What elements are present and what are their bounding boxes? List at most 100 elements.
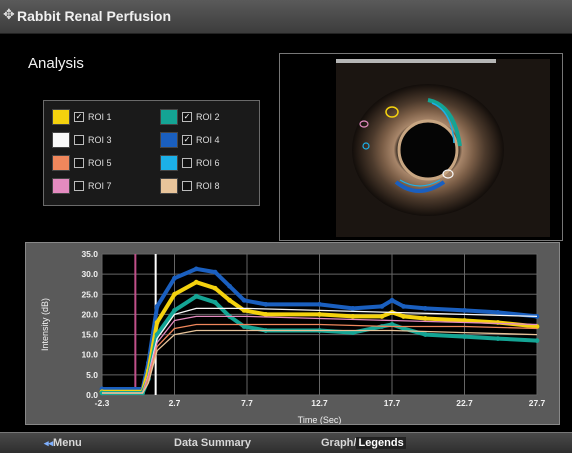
roi-8-checkbox[interactable] [182,181,192,191]
series-point [241,324,247,329]
roi-4-swatch [160,132,178,148]
roi-7-checkbox[interactable] [74,181,84,191]
roi-6-checkbox[interactable] [182,158,192,168]
series-point [154,303,160,309]
roi-item-7[interactable]: ROI 7 [52,178,112,194]
y-tick-label: 25.0 [81,289,98,299]
roi-8-label: ROI 8 [196,181,220,191]
roi-item-6[interactable]: ROI 6 [160,155,220,171]
y-tick-label: 10.0 [81,350,98,360]
roi-6-label: ROI 6 [196,158,220,168]
series-point [263,301,269,307]
roi-5-label: ROI 5 [88,158,112,168]
series-point [172,308,177,313]
title-bar: ✥ Rabbit Renal Perfusion [0,0,572,34]
series-point [422,305,428,311]
series-point [379,303,385,309]
roi-7-label: ROI 7 [88,181,112,191]
series-point [193,293,199,299]
series-point [227,283,233,289]
series-point [401,326,406,331]
series-point [172,291,177,297]
series-point [154,332,160,337]
option-separator: / [353,437,357,449]
roi-item-8[interactable]: ROI 8 [160,178,220,194]
series-point [401,303,406,309]
roi-1-label: ROI 1 [88,112,112,122]
series-point [350,330,356,335]
menu-button[interactable]: ◂◂Menu [44,437,82,449]
series-point [227,297,233,303]
roi-item-5[interactable]: ROI 5 [52,155,112,171]
series-point [422,316,428,321]
window-title: Rabbit Renal Perfusion [17,8,172,24]
graph-legends-toggle[interactable]: Graph/Legends [321,437,406,449]
roi-item-1[interactable]: ✓ ROI 1 [52,109,112,125]
section-title: Analysis [28,55,84,72]
series-line [102,315,538,394]
series-point [317,312,322,317]
x-tick-label: 7.7 [241,398,253,408]
y-tick-label: 5.0 [86,370,98,380]
ultrasound-image-panel [279,53,563,241]
roi-1-swatch [52,109,70,125]
series-point [263,312,269,317]
series-point [350,305,356,311]
series-point [389,322,395,327]
roi-5-swatch [52,155,70,171]
menu-label: Menu [53,437,82,449]
series-point [172,275,177,281]
series-point [495,310,501,315]
series-point [212,285,218,291]
x-tick-label: -2.3 [95,398,110,408]
y-axis-label: Intensity (dB) [40,298,50,351]
menu-arrow-icon: ◂◂ [44,438,54,448]
roi-7-swatch [52,178,70,194]
series-point [401,314,406,319]
roi-legend-panel: ✓ ROI 1 ✓ ROI 2 ROI 3 ✓ ROI 4 ROI 5 ROI … [43,100,260,206]
roi-2-swatch [160,109,178,125]
series-point [379,314,385,319]
data-summary-button[interactable]: Data Summary [174,437,252,449]
roi-5-checkbox[interactable] [74,158,84,168]
intensity-graph-panel: 0.0 5.0 10.0 15.0 20.0 25.0 30.0 35.0 -2.3 2.7 7.7… [25,242,560,425]
series-point [241,297,247,303]
roi-3-swatch [52,132,70,148]
graph-option[interactable]: Graph [321,437,354,449]
x-tick-label: 2.7 [169,398,181,408]
series-point [534,314,540,319]
kidney-ultrasound-image [336,59,550,237]
roi-4-label: ROI 4 [196,135,220,145]
series-point [154,320,160,325]
x-tick-label: 22.7 [456,398,473,408]
roi-2-checkbox[interactable]: ✓ [182,112,192,122]
series-point [389,297,395,303]
roi-2-label: ROI 2 [196,112,220,122]
y-tick-label: 15.0 [81,330,98,340]
x-tick-label: 17.7 [384,398,401,408]
series-line [102,329,538,394]
series-point [350,314,356,319]
series-point [495,336,501,341]
intensity-time-chart[interactable]: 0.0 5.0 10.0 15.0 20.0 25.0 30.0 35.0 -2.3 2.7 7.7… [26,243,559,425]
footer-bar: ◂◂Menu Data Summary Graph/Legends [0,432,572,453]
window-menu-icon[interactable]: ✥ [3,6,15,22]
legends-option[interactable]: Legends [356,437,406,449]
roi-8-swatch [160,178,178,194]
roi-item-4[interactable]: ✓ ROI 4 [160,132,220,148]
roi-item-3[interactable]: ROI 3 [52,132,112,148]
x-axis-label: Time (Sec) [298,415,342,424]
roi-1-checkbox[interactable]: ✓ [74,112,84,122]
y-tick-label: 20.0 [81,309,98,319]
roi-item-2[interactable]: ✓ ROI 2 [160,109,220,125]
roi-6-swatch [160,155,178,171]
series-line [102,323,538,394]
y-tick-label: 30.0 [81,269,98,279]
series-point [193,266,199,272]
roi-3-checkbox[interactable] [74,135,84,145]
roi-4-checkbox[interactable]: ✓ [182,135,192,145]
x-tick-label: 27.7 [529,398,546,408]
series-point [462,318,467,323]
y-tick-label: 35.0 [81,249,98,259]
series-point [212,269,218,275]
